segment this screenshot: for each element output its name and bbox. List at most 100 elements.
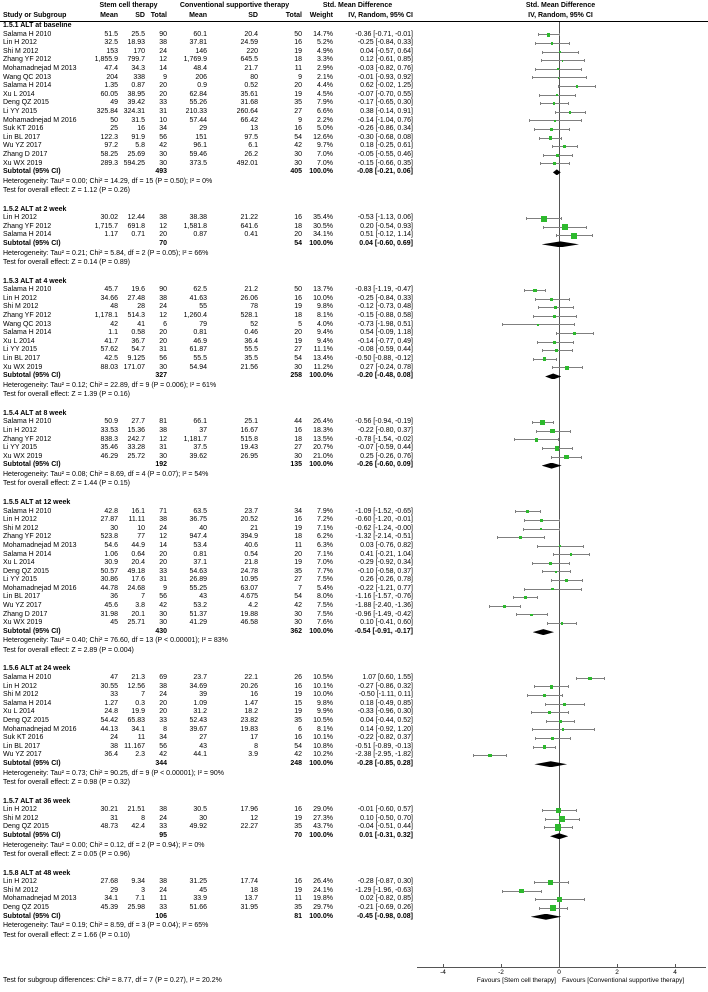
sd-treatment: 27.7 (131, 418, 145, 426)
heterogeneity-text: Heterogeneity: Tau² = 0.21; Chi² = 5.84,… (3, 249, 209, 257)
mean-control: 40 (199, 524, 207, 532)
weight-value: 34.1% (313, 231, 333, 239)
column-group-treatment: Stem cell therapy (99, 2, 158, 9)
mean-control: 51.66 (189, 903, 207, 911)
study-name: Mohamadnejad M 2016 (3, 584, 77, 592)
study-name: Xu L 2014 (3, 708, 35, 716)
effect-square-marker (539, 527, 543, 531)
study-name: Salama H 2014 (3, 699, 52, 707)
subtotal-row: Subtotal (95% CI) 344 248 100.0% -0.28 [-0.8… (0, 760, 708, 769)
mean-treatment: 24 (110, 734, 118, 742)
subtotal-total-treatment: 106 (155, 912, 167, 920)
study-name: Lin H 2012 (3, 516, 37, 524)
subgroup-differences-text: Test for subgroup differences: Chi² = 8.… (3, 977, 222, 984)
mean-treatment: 44.13 (100, 725, 118, 733)
study-row: Salama H 2014 1.35 0.87 20 0.9 0.52 20 4.4% 0.62… (0, 82, 708, 91)
axis-tick (617, 964, 618, 968)
total-control: 42 (294, 751, 302, 759)
mean-treatment: 88.03 (100, 363, 118, 371)
mean-control: 33.9 (193, 895, 207, 903)
study-name: Zhang YF 2012 (3, 312, 52, 320)
study-name: Wang QC 2013 (3, 320, 51, 328)
subgroup-title: 1.5.4 ALT at 8 week (3, 409, 67, 417)
effect-square-marker (570, 232, 577, 239)
weight-value: 9.9% (317, 708, 333, 716)
sd-control: 26.95 (240, 452, 258, 460)
total-treatment: 10 (159, 116, 167, 124)
study-name: Wu YZ 2017 (3, 751, 42, 759)
study-row: Xu WX 2019 88.03 171.07 30 54.94 21.56 30 11.2%… (0, 364, 708, 373)
effect-square-marker (554, 824, 562, 831)
study-row: Lin H 2012 32.5 18.93 38 37.81 24.59 16 5.2% -0.… (0, 39, 708, 48)
sd-treatment: 3.8 (135, 602, 145, 610)
ci-text: -1.88 [-2.40, -1.36] (355, 602, 413, 610)
sd-treatment: 12.56 (127, 682, 145, 690)
mean-control: 96.1 (193, 142, 207, 150)
mean-treatment: 36 (110, 593, 118, 601)
effect-square-marker (554, 446, 560, 451)
subtotal-weight: 100.0% (309, 240, 333, 248)
study-name: Shi M 2012 (3, 47, 39, 55)
mean-control: 0.9 (197, 82, 207, 90)
subtotal-label: Subtotal (95% CI) (3, 168, 61, 176)
total-control: 18 (294, 222, 302, 230)
column-sd-control: SD (248, 12, 258, 19)
mean-treatment: 1.35 (104, 82, 118, 90)
ci-text: 0.10 [-0.41, 0.60] (360, 619, 413, 627)
weight-value: 5.2% (317, 39, 333, 47)
ci-text: -0.53 [-1.13, 0.06] (357, 214, 413, 222)
sd-treatment: 44.9 (131, 541, 145, 549)
weight-value: 9.8% (317, 699, 333, 707)
total-control: 35 (294, 903, 302, 911)
total-control: 19 (294, 303, 302, 311)
ci-text: -2.38 [-2.95, -1.82] (355, 751, 413, 759)
total-treatment: 34 (159, 734, 167, 742)
total-treatment: 20 (159, 82, 167, 90)
ci-text: -0.03 [-0.82, 0.76] (357, 64, 413, 72)
total-treatment: 38 (159, 426, 167, 434)
effect-square-marker (557, 897, 562, 902)
subtotal-label: Subtotal (95% CI) (3, 240, 61, 248)
study-name: Li YY 2015 (3, 346, 37, 354)
subtotal-row: Subtotal (95% CI) 327 258 100.0% -0.20 [-0.4… (0, 372, 708, 381)
total-treatment: 69 (159, 674, 167, 682)
weight-value: 13.4% (313, 355, 333, 362)
sd-control: 0.52 (244, 82, 258, 90)
overall-effect-text: Test for overall effect: Z = 0.05 (P = 0… (3, 851, 130, 859)
sd-control: 26.2 (244, 150, 258, 158)
ci-text: -0.60 [-1.20, -0.01] (355, 516, 413, 524)
total-control: 27 (294, 107, 302, 115)
sd-treatment: 38.95 (127, 90, 145, 98)
ci-text: 0.14 [-0.92, 1.20] (360, 725, 413, 733)
weight-value: 13.7% (313, 286, 333, 294)
mean-control: 0.81 (193, 329, 207, 337)
mean-treatment: 47.4 (104, 64, 118, 72)
study-name: Salama H 2010 (3, 507, 52, 515)
sd-control: 4.675 (240, 593, 258, 601)
total-treatment: 30 (159, 150, 167, 158)
total-control: 16 (294, 39, 302, 47)
weight-value: 35.4% (313, 214, 333, 222)
study-row: Salama H 2010 47 21.3 69 23.7 22.1 26 10.5% 1.07… (0, 674, 708, 683)
study-row: Lin H 2012 30.02 12.44 38 38.38 21.22 16 35.4% -… (0, 214, 708, 223)
ci-text: 0.10 [-0.50, 0.70] (360, 814, 413, 822)
total-treatment: 33 (159, 903, 167, 911)
ci-text: 0.25 [-0.26, 0.76] (360, 452, 413, 460)
total-control: 50 (294, 30, 302, 38)
effect-square-marker (565, 366, 569, 370)
study-row: Salama H 2014 1.1 0.58 20 0.81 0.46 20 9.4% 0.54… (0, 329, 708, 338)
weight-value: 13.5% (313, 435, 333, 443)
study-name: Salama H 2010 (3, 418, 52, 426)
subtotal-total-treatment: 327 (155, 372, 167, 380)
study-name: Xu WX 2019 (3, 159, 43, 167)
mean-treatment: 60.05 (100, 90, 118, 98)
effect-square-marker (488, 754, 492, 758)
subtotal-weight: 100.0% (309, 759, 333, 767)
ci-text: 0.20 [-0.54, 0.93] (360, 222, 413, 230)
mean-control: 46.9 (193, 337, 207, 345)
total-treatment: 31 (159, 107, 167, 115)
study-name: Lin BL 2017 (3, 742, 41, 750)
ci-text: -0.10 [-0.58, 0.37] (357, 567, 413, 575)
heterogeneity-text: Heterogeneity: Tau² = 0.00; Chi² = 0.12,… (3, 841, 205, 849)
mean-treatment: 1.1 (108, 329, 118, 337)
